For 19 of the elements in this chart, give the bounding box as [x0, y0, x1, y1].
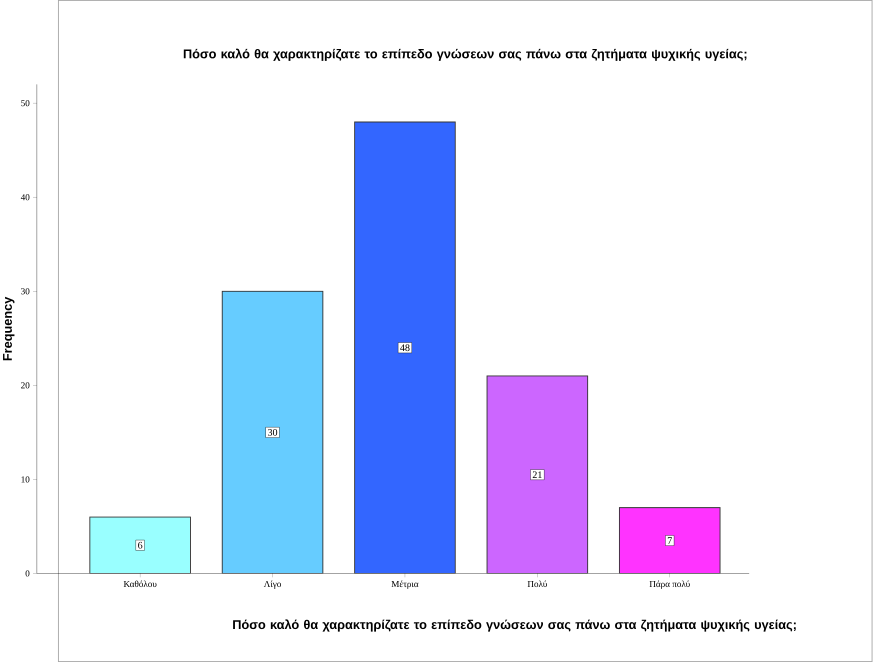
data-label: 48 — [400, 344, 410, 352]
data-label: 30 — [268, 428, 278, 436]
chart-title: Πόσο καλό θα χαρακτηρίζατε το επίπεδο γνώσεων σας πάνω στα ζητήματα ψυχικής υγείας; — [184, 48, 746, 61]
x-tick-label: Μέτρια — [392, 580, 418, 589]
x-tick-label: Λίγο — [264, 580, 282, 589]
y-tick-label: 20 — [21, 382, 30, 388]
data-label: 6 — [138, 542, 142, 549]
y-tick-label: 50 — [21, 100, 30, 106]
x-tick-label: Πολύ — [528, 580, 547, 588]
y-tick-label: 10 — [21, 476, 30, 482]
y-tick-label: 40 — [20, 194, 30, 200]
x-tick-label: Καθόλου — [124, 580, 156, 588]
y-axis-title: Frequency — [3, 296, 14, 360]
data-label: 7 — [668, 537, 672, 544]
x-tick-label: Πάρα πολύ — [650, 580, 690, 589]
x-axis-title: Πόσο καλό θα χαρακτηρίζατε το επίπεδο γνώσεων σας πάνω στα ζητήματα ψυχικής υγείας; — [233, 619, 796, 632]
y-tick-label: 0 — [26, 570, 30, 577]
y-tick-label: 30 — [21, 288, 30, 294]
data-label: 21 — [532, 471, 542, 478]
